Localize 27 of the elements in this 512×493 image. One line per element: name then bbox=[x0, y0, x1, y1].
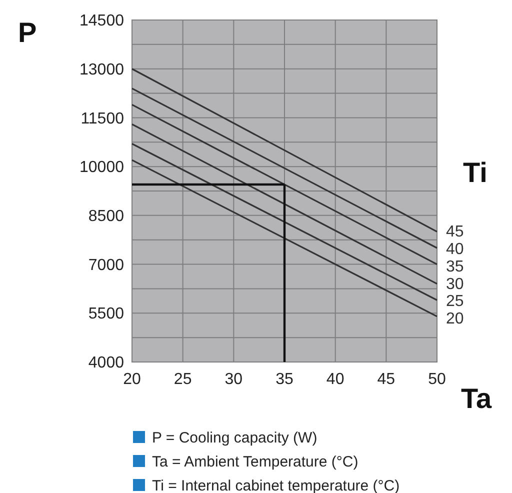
x-tick-label: 45 bbox=[377, 371, 396, 388]
x-tick-label: 40 bbox=[326, 371, 344, 388]
series-label: 35 bbox=[446, 258, 464, 276]
series-label: 25 bbox=[446, 293, 464, 310]
x-tick-label: 30 bbox=[224, 371, 243, 388]
text: Ti = Internal cabinet temperature (°C) bbox=[152, 477, 400, 493]
series-label: 40 bbox=[446, 241, 464, 258]
series-label: 20 bbox=[446, 310, 464, 328]
series-label: 30 bbox=[446, 276, 464, 293]
y-tick-label: 8500 bbox=[88, 208, 124, 226]
x-tick-label: 25 bbox=[174, 371, 192, 388]
y-tick-label: 4000 bbox=[88, 354, 124, 372]
y-axis-title: P bbox=[18, 17, 37, 48]
legend-title: Ti bbox=[463, 157, 488, 188]
text: Ta = Ambient Temperature (°C) bbox=[152, 453, 358, 470]
x-tick-label: 20 bbox=[123, 371, 141, 388]
y-tick-label: 11500 bbox=[80, 110, 124, 128]
y-tick-label: 14500 bbox=[80, 12, 124, 30]
text: P = Cooling capacity (W) bbox=[152, 429, 318, 446]
x-tick-label: 50 bbox=[428, 371, 446, 388]
x-tick-label: 35 bbox=[276, 371, 294, 388]
x-axis-title: Ta bbox=[461, 383, 492, 414]
y-tick-label: 5500 bbox=[88, 306, 124, 323]
y-tick-label: 10000 bbox=[80, 159, 124, 176]
series-label: 45 bbox=[446, 224, 464, 241]
y-tick-label: 13000 bbox=[80, 61, 124, 78]
y-tick-label: 7000 bbox=[88, 256, 124, 274]
